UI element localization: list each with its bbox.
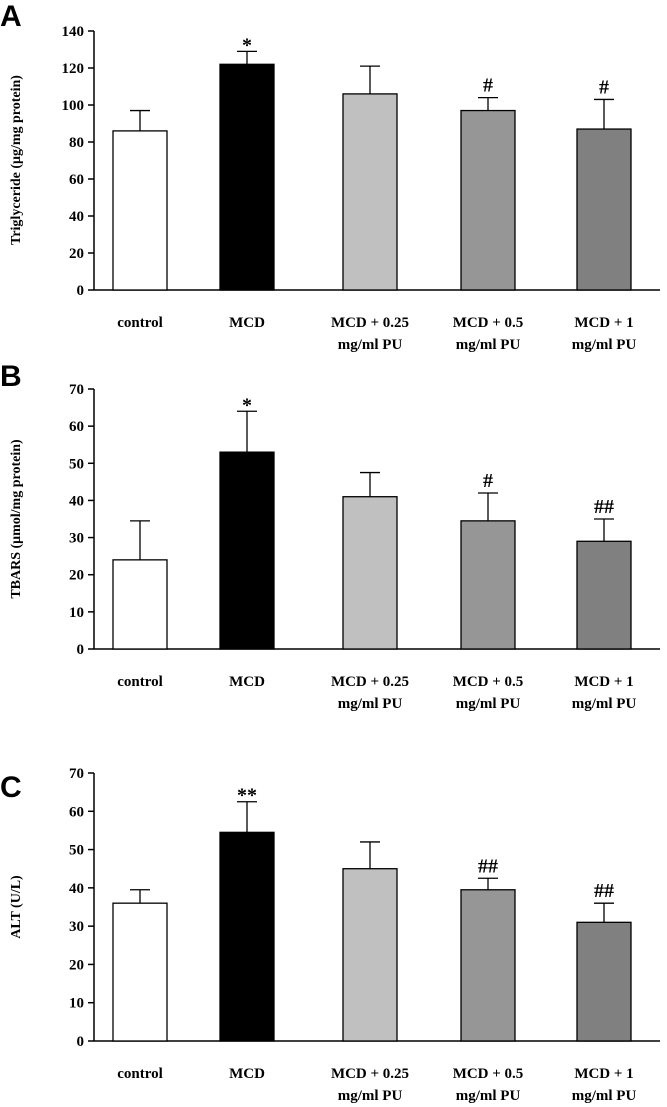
x-category-label: MCD xyxy=(229,315,265,331)
x-category-label: control xyxy=(117,674,163,690)
x-category-label: mg/ml PU xyxy=(572,1088,637,1104)
bar xyxy=(460,520,516,650)
y-axis-label: Triglyceride (μg/mg protein) xyxy=(9,75,24,245)
x-category-label: MCD xyxy=(229,1066,265,1082)
chart-panel-a: A Triglyceride (μg/mg protein) 0 20 40 60 80 10… xyxy=(0,0,660,353)
x-category-label: mg/ml PU xyxy=(456,696,521,712)
x-category-label: MCD xyxy=(229,674,265,690)
y-tick-label: 80 xyxy=(69,135,84,151)
y-tick-label: 40 xyxy=(69,881,84,897)
y-tick-label: 40 xyxy=(69,209,84,225)
bar xyxy=(342,93,398,291)
x-category-label: mg/ml PU xyxy=(338,337,403,353)
x-category-label: MCD + 0.5 xyxy=(453,315,524,331)
y-tick-label: 0 xyxy=(77,1034,85,1050)
chart-panel-c: C ALT (U/L) 0 10 20 30 40 50 60 70 control ** MCD MCD… xyxy=(0,766,660,1104)
bar xyxy=(576,540,632,650)
x-category-label: MCD + 0.25 xyxy=(331,674,409,690)
bar xyxy=(460,109,516,291)
significance-label: * xyxy=(242,34,252,56)
significance-label: ## xyxy=(594,880,614,902)
bar xyxy=(112,559,168,650)
y-tick-label: 20 xyxy=(69,957,84,973)
significance-label: # xyxy=(483,75,493,97)
x-category-label: mg/ml PU xyxy=(338,696,403,712)
y-tick-label: 100 xyxy=(62,98,85,114)
y-tick-label: 70 xyxy=(69,766,84,782)
y-tick-label: 60 xyxy=(69,172,84,188)
significance-label: # xyxy=(483,470,493,492)
x-category-label: control xyxy=(117,1066,163,1082)
y-tick-label: 20 xyxy=(69,246,84,262)
significance-label: * xyxy=(242,394,252,416)
x-category-label: MCD + 0.5 xyxy=(453,674,524,690)
y-tick-label: 70 xyxy=(69,382,84,398)
x-category-label: MCD + 0.25 xyxy=(331,1066,409,1082)
y-axis-label: TBARS (μmol/mg protein) xyxy=(9,439,24,599)
y-tick-label: 20 xyxy=(69,568,84,584)
y-tick-label: 50 xyxy=(69,456,84,472)
x-category-label: mg/ml PU xyxy=(572,337,637,353)
bar xyxy=(342,496,398,650)
x-category-label: MCD + 1 xyxy=(574,315,633,331)
x-category-label: mg/ml PU xyxy=(572,696,637,712)
significance-label: ## xyxy=(478,855,498,877)
panel-letter: A xyxy=(0,0,22,33)
x-category-label: mg/ml PU xyxy=(456,1088,521,1104)
y-tick-label: 10 xyxy=(69,996,84,1012)
bar xyxy=(112,902,168,1042)
x-category-label: MCD + 1 xyxy=(574,1066,633,1082)
chart-panel-b: B TBARS (μmol/mg protein) 0 10 20 30 40 50 60 70 c… xyxy=(0,360,660,712)
x-category-label: MCD + 0.5 xyxy=(453,1066,524,1082)
y-tick-label: 120 xyxy=(62,61,85,77)
x-category-label: MCD + 1 xyxy=(574,674,633,690)
panel-letter: C xyxy=(0,771,22,804)
x-category-label: control xyxy=(117,315,163,331)
significance-label: ## xyxy=(594,496,614,518)
y-tick-label: 40 xyxy=(69,493,84,509)
bar xyxy=(576,921,632,1042)
y-tick-label: 0 xyxy=(77,642,85,658)
bar xyxy=(112,130,168,291)
x-category-label: mg/ml PU xyxy=(338,1088,403,1104)
bar xyxy=(576,128,632,291)
y-tick-label: 30 xyxy=(69,531,84,547)
significance-label: ** xyxy=(237,785,257,807)
significance-label: # xyxy=(599,76,609,98)
bar xyxy=(342,868,398,1042)
bar xyxy=(219,451,275,650)
y-axis-label: ALT (U/L) xyxy=(9,875,24,939)
y-tick-label: 50 xyxy=(69,843,84,859)
panel-letter: B xyxy=(0,360,22,393)
bar xyxy=(460,889,516,1042)
x-category-label: mg/ml PU xyxy=(456,337,521,353)
x-category-label: MCD + 0.25 xyxy=(331,315,409,331)
y-tick-label: 30 xyxy=(69,919,84,935)
y-tick-label: 0 xyxy=(77,283,85,299)
bar xyxy=(219,63,275,291)
y-tick-label: 140 xyxy=(62,24,85,40)
y-tick-label: 10 xyxy=(69,605,84,621)
y-tick-label: 60 xyxy=(69,804,84,820)
bar xyxy=(219,831,275,1042)
y-tick-label: 60 xyxy=(69,419,84,435)
